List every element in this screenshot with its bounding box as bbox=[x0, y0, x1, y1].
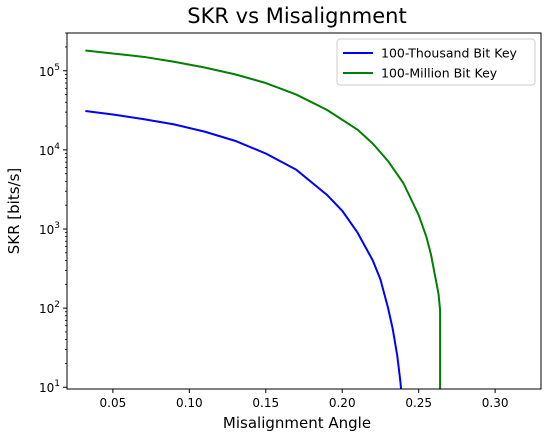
x-tick-label: 0.30 bbox=[482, 396, 509, 410]
x-tick-label: 0.15 bbox=[252, 396, 279, 410]
x-axis-label: Misalignment Angle bbox=[223, 414, 371, 432]
legend-label-1: 100-Thousand Bit Key bbox=[381, 46, 518, 61]
legend: 100-Thousand Bit Key 100-Million Bit Key bbox=[336, 38, 536, 86]
y-axis-label: SKR [bits/s] bbox=[5, 168, 23, 255]
legend-label-2: 100-Million Bit Key bbox=[381, 66, 498, 81]
y-axis-ticks: 101 102 103 104 105 bbox=[39, 32, 67, 395]
series-line-2 bbox=[85, 49, 442, 389]
x-tick-label: 0.10 bbox=[176, 396, 203, 410]
y-tick-label: 104 bbox=[39, 142, 60, 158]
y-tick-label: 102 bbox=[39, 300, 60, 316]
x-tick-label: 0.25 bbox=[405, 396, 432, 410]
plot-content bbox=[85, 49, 442, 390]
chart-title: SKR vs Misalignment bbox=[187, 4, 406, 28]
legend-box bbox=[336, 38, 536, 86]
plot-frame bbox=[66, 32, 542, 390]
x-tick-label: 0.05 bbox=[100, 396, 127, 410]
y-tick-label: 105 bbox=[39, 63, 60, 79]
x-axis-ticks: 0.05 0.10 0.15 0.20 0.25 0.30 bbox=[100, 389, 509, 410]
x-tick-label: 0.20 bbox=[329, 396, 356, 410]
y-tick-label: 101 bbox=[39, 379, 60, 395]
y-tick-label: 103 bbox=[39, 221, 60, 237]
series-line-1 bbox=[85, 109, 403, 390]
